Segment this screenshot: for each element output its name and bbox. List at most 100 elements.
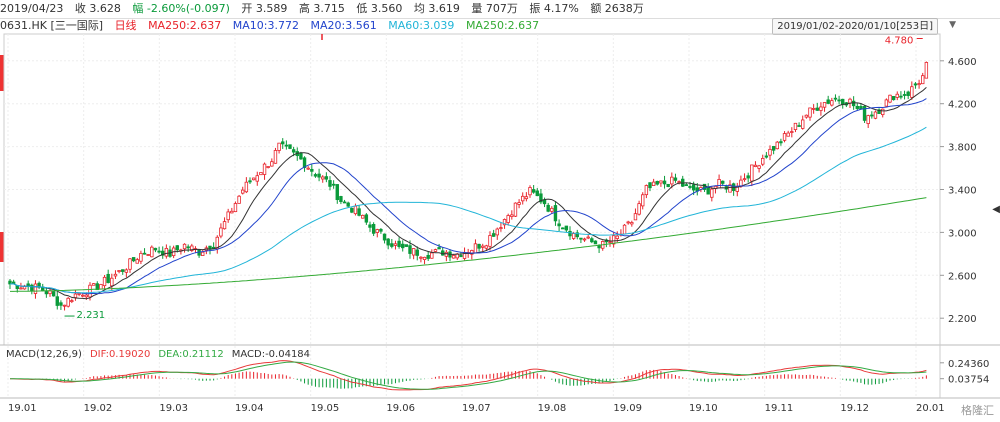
candle-body: [626, 221, 630, 224]
candle-body: [790, 131, 794, 133]
candle-body: [808, 107, 812, 118]
candle-body: [281, 141, 285, 145]
candle-body: [891, 96, 896, 101]
candle-body: [415, 249, 419, 256]
legend-ma10: MA10:3.772: [232, 19, 299, 32]
candle-body: [433, 249, 438, 252]
candle-body: [902, 94, 907, 96]
candle-body: [582, 238, 587, 241]
candle-body: [506, 215, 510, 223]
candle-body: [524, 196, 529, 200]
candle-body: [877, 109, 881, 114]
macd-legend-item-1: DIF:0.19020: [90, 349, 150, 360]
candle-body: [390, 243, 394, 247]
quote-amplitude: 振 4.17%: [529, 2, 579, 15]
candle-body: [826, 99, 830, 104]
candle-body: [81, 294, 85, 297]
candle-body: [222, 221, 227, 230]
candle-body: [335, 184, 339, 201]
candle-body: [459, 255, 463, 258]
x-tick-label-9: 19.10: [689, 403, 718, 414]
candle-body: [113, 273, 118, 277]
side-tab-marker-2[interactable]: [0, 232, 4, 262]
candle-body: [73, 293, 78, 298]
candle-body: [768, 148, 772, 156]
candle-body: [644, 185, 649, 196]
y-tick-label-0: 4.600: [948, 57, 977, 68]
candle-body: [59, 302, 63, 306]
candle-body: [350, 207, 354, 213]
candle-body: [517, 202, 521, 205]
x-tick-label-0: 19.01: [8, 403, 37, 414]
y-tick-label-2: 3.800: [948, 143, 977, 154]
candle-body: [371, 224, 376, 234]
candle-body: [139, 252, 143, 262]
candle-body: [451, 255, 456, 259]
candle-body: [401, 243, 405, 249]
candle-body: [648, 182, 652, 189]
candle-body: [830, 100, 834, 106]
scroll-right-icon[interactable]: ◀: [992, 204, 1000, 215]
candle-body: [590, 238, 594, 243]
candle-body: [426, 254, 430, 259]
x-tick-label-5: 19.06: [386, 403, 415, 414]
candle-body: [659, 180, 663, 184]
candle-body: [542, 199, 547, 205]
candle-body: [128, 258, 132, 270]
candle-body: [44, 291, 49, 295]
candle-body: [797, 125, 801, 127]
macd-legend-item-3: MACD:-0.04184: [232, 349, 310, 360]
candle-body: [837, 99, 841, 102]
candle-body: [284, 144, 289, 147]
side-tab-marker[interactable]: [0, 55, 4, 91]
candle-body: [102, 276, 107, 287]
candle-body: [859, 106, 863, 110]
candle-body: [666, 183, 670, 188]
candle-body: [550, 207, 554, 212]
candle-body: [761, 157, 765, 165]
candle-body: [106, 273, 110, 283]
candle-body: [164, 247, 169, 257]
candle-body: [299, 152, 303, 160]
candle-body: [786, 132, 790, 137]
candle-body: [510, 214, 514, 217]
dropdown-arrow-icon[interactable]: ▼: [949, 20, 956, 30]
candle-body: [110, 277, 114, 287]
candle-body: [670, 176, 674, 185]
candle-body: [190, 245, 194, 252]
candle-body: [430, 252, 434, 259]
candle-body: [357, 208, 361, 216]
candle-body: [382, 233, 387, 241]
candle-body: [841, 98, 845, 105]
candle-body: [546, 204, 550, 212]
candle-body: [495, 228, 499, 236]
candle-body: [866, 115, 870, 124]
x-tick-label-11: 19.12: [840, 403, 869, 414]
quote-volume: 量 707万: [471, 2, 518, 15]
candle-body: [870, 114, 874, 117]
ma-legend: 0631.HK [三一国际] 日线 MA250:2.637 MA10:3.772…: [0, 18, 1000, 33]
x-tick-label-1: 19.02: [84, 403, 113, 414]
legend-ma250a: MA250:2.637: [148, 19, 222, 32]
candle-body: [375, 229, 379, 233]
candle-body: [531, 189, 536, 193]
candle-body: [270, 161, 274, 167]
candle-body: [884, 99, 889, 107]
candle-body: [88, 284, 92, 298]
candle-body: [775, 141, 779, 150]
candle-body: [201, 251, 205, 256]
candle-body: [873, 111, 878, 119]
x-tick-label-12: 20.01: [916, 403, 945, 414]
candle-body: [266, 166, 270, 168]
candle-body: [19, 287, 23, 290]
candle-body: [477, 243, 481, 249]
candle-body: [819, 106, 823, 111]
candle-body: [673, 177, 678, 181]
ma10-line: [9, 87, 927, 300]
candle-body: [219, 227, 223, 237]
candle-body: [302, 157, 307, 168]
candle-body: [688, 186, 692, 188]
candle-body: [182, 243, 187, 250]
quote-open: 开 3.589: [241, 2, 288, 15]
